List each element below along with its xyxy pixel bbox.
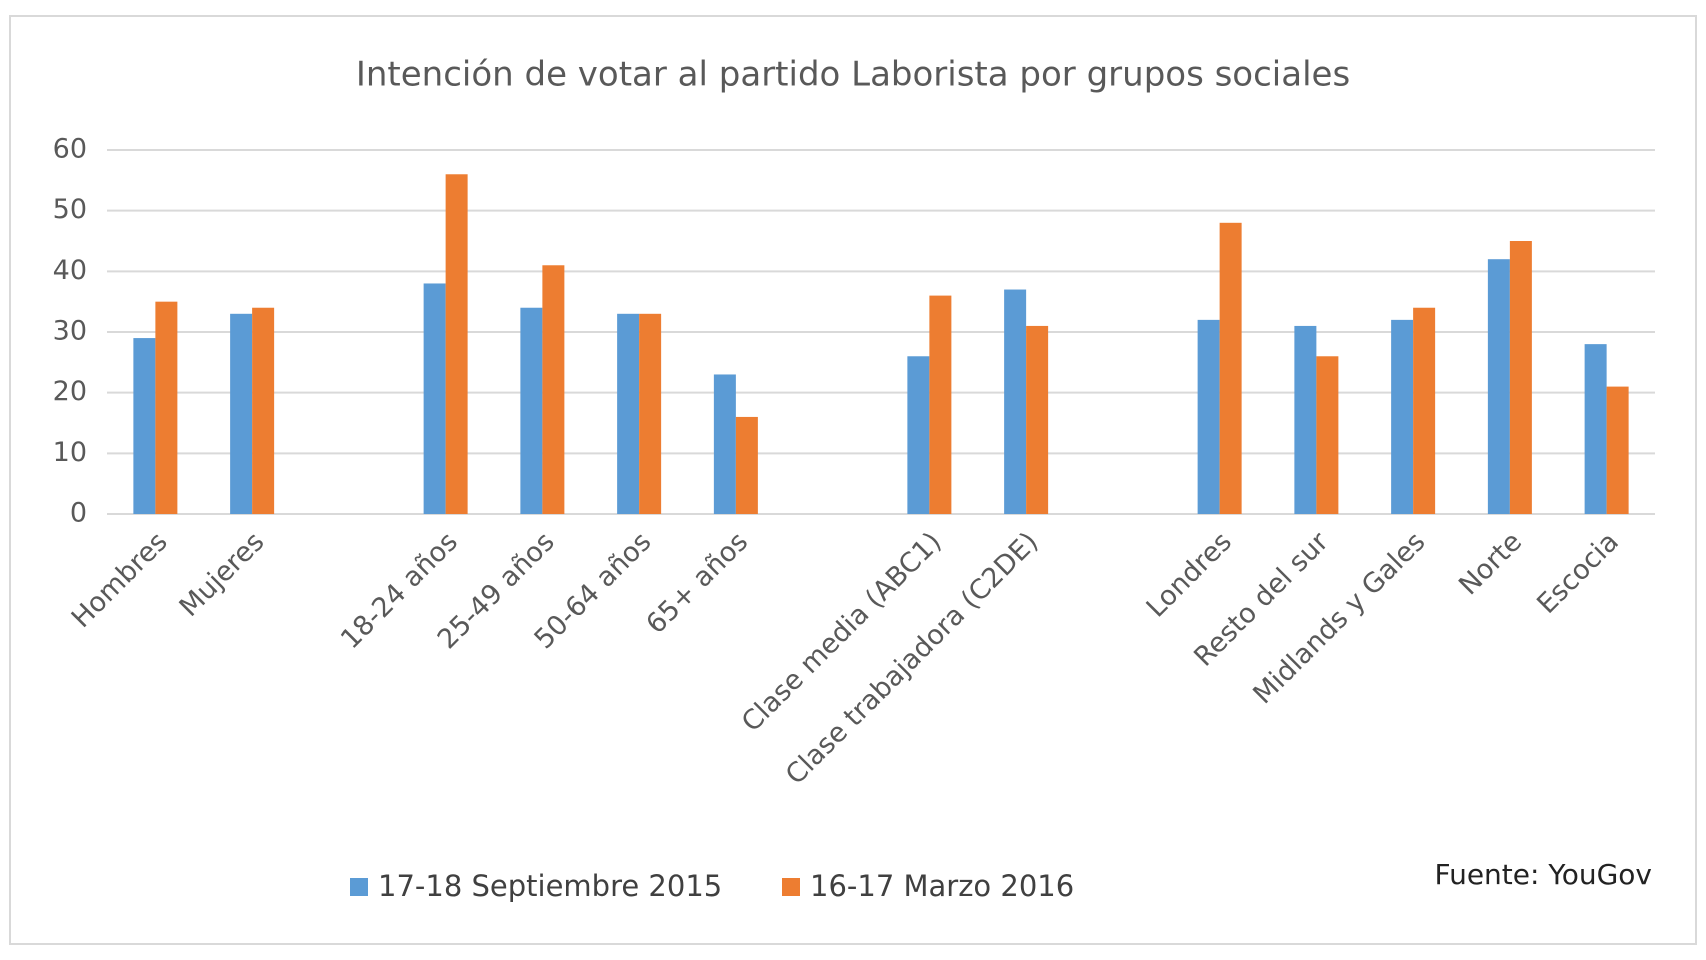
bar bbox=[735, 416, 758, 514]
bar bbox=[1487, 259, 1510, 514]
bar bbox=[1219, 222, 1242, 515]
bar bbox=[1294, 325, 1317, 514]
bar bbox=[1606, 386, 1629, 514]
y-tick-label: 60 bbox=[53, 134, 87, 165]
bar bbox=[1316, 356, 1339, 514]
bar bbox=[1509, 241, 1532, 514]
source-note: Fuente: YouGov bbox=[1435, 858, 1653, 891]
bar bbox=[133, 338, 156, 514]
bar bbox=[252, 307, 275, 514]
y-tick-label: 40 bbox=[53, 255, 87, 286]
bar bbox=[520, 307, 543, 514]
bar bbox=[1584, 344, 1607, 514]
bar bbox=[1197, 319, 1220, 514]
legend-label: 16-17 Marzo 2016 bbox=[810, 869, 1074, 903]
bar bbox=[445, 174, 468, 514]
bar bbox=[639, 313, 662, 514]
bar bbox=[929, 295, 952, 514]
bar bbox=[1004, 289, 1027, 514]
chart-title: Intención de votar al partido Laborista … bbox=[356, 55, 1350, 95]
bar bbox=[1026, 325, 1049, 514]
y-tick-label: 30 bbox=[53, 316, 87, 347]
y-tick-label: 10 bbox=[53, 437, 87, 468]
y-tick-label: 20 bbox=[53, 376, 87, 407]
bar bbox=[617, 313, 640, 514]
bar bbox=[230, 313, 253, 514]
bar bbox=[1413, 307, 1436, 514]
bar bbox=[907, 356, 930, 514]
y-tick-label: 50 bbox=[53, 194, 87, 225]
bar bbox=[1391, 319, 1414, 514]
bar bbox=[155, 301, 178, 514]
y-tick-label: 0 bbox=[70, 498, 87, 529]
legend-swatch bbox=[350, 878, 368, 896]
legend-label: 17-18 Septiembre 2015 bbox=[378, 869, 722, 903]
bar bbox=[423, 283, 446, 514]
bar bbox=[713, 374, 736, 514]
bar bbox=[542, 265, 565, 514]
legend-swatch bbox=[782, 878, 800, 896]
